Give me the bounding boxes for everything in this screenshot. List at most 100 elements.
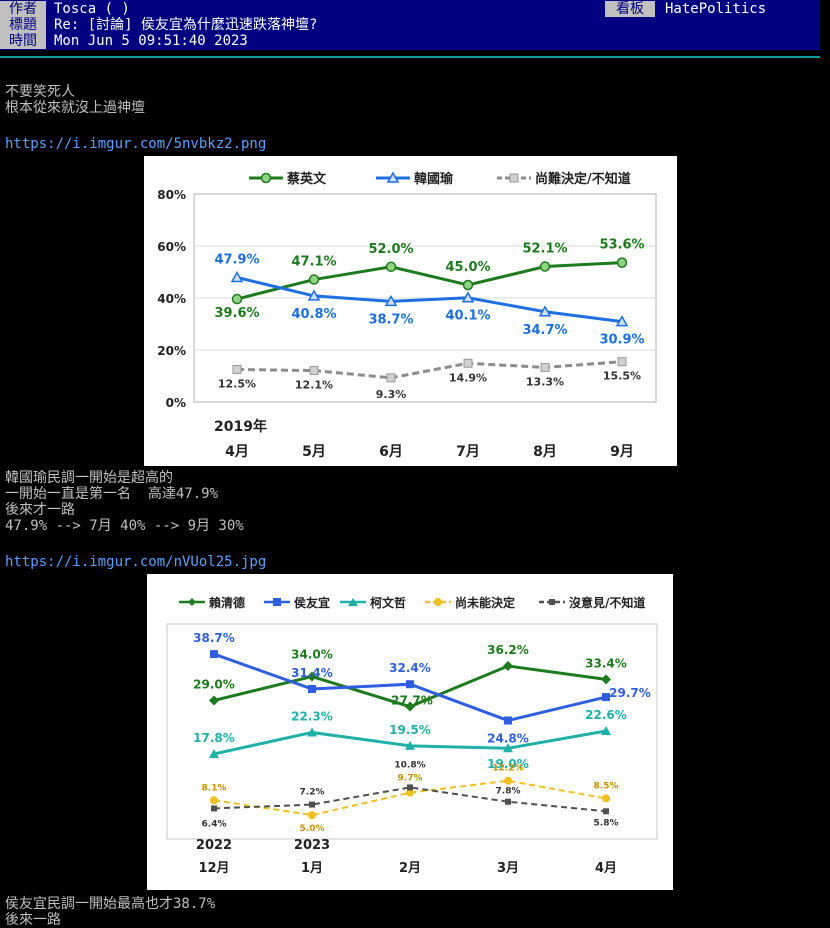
body-line: 侯友宜民調一開始最高也才38.7% xyxy=(5,896,216,912)
x-tick-label: 4月 xyxy=(595,861,617,876)
body-line: 一開始一直是第一名 高達47.9% xyxy=(5,486,219,502)
series-line xyxy=(236,261,623,301)
data-label: 17.8% xyxy=(193,731,235,745)
legend-marker xyxy=(273,598,281,606)
data-label: 30.9% xyxy=(599,333,644,348)
data-label: 14.9% xyxy=(449,371,487,384)
legend-label: 柯文哲 xyxy=(370,595,406,610)
x-tick-label: 9月 xyxy=(610,444,634,460)
data-label: 29.0% xyxy=(193,677,235,691)
author-tag: 作者 xyxy=(0,1,46,17)
data-point xyxy=(232,365,242,374)
data-label: 12.5% xyxy=(218,378,256,391)
body-line: 韓國瑜民調一開始是超高的 xyxy=(5,470,173,486)
data-label: 19.5% xyxy=(389,723,431,737)
legend-marker xyxy=(260,172,272,184)
x-tick-label: 5月 xyxy=(302,444,326,460)
header-separator xyxy=(0,56,820,58)
data-point xyxy=(209,695,219,706)
body-line: 47.9% --> 7月 40% --> 9月 30% xyxy=(5,518,244,534)
year-label: 2022 xyxy=(196,838,232,853)
post-header: 作者 Tosca ( ) 標題 Re: [討論] 侯友宜為什麼迅速跌落神壇? 時間 M… xyxy=(0,0,820,50)
legend-label: 尚未能決定 xyxy=(455,595,515,610)
series-line xyxy=(236,360,623,380)
x-tick-label: 1月 xyxy=(301,861,323,876)
data-point xyxy=(211,805,217,812)
data-label: 29.7% xyxy=(609,686,651,700)
data-point xyxy=(407,784,413,791)
chart-2-svg: 賴清德 侯友宜 柯文哲 尚未能決定 沒意見/不知道 2022 2023 12月 1月 2月 3月 4月… xyxy=(166,595,658,876)
data-label: 34.0% xyxy=(291,648,333,662)
data-point xyxy=(406,680,414,689)
y-tick-label: 40% xyxy=(157,292,186,306)
year-label: 2023 xyxy=(294,838,330,853)
data-label: 52.1% xyxy=(522,242,567,257)
board-name[interactable]: HatePolitics xyxy=(665,1,767,17)
y-tick-label: 0% xyxy=(166,396,186,410)
data-point xyxy=(617,357,627,367)
data-point xyxy=(539,261,551,272)
data-point xyxy=(503,661,513,672)
data-label: 6.4% xyxy=(202,819,227,829)
data-point xyxy=(504,716,512,725)
data-label: 12.1% xyxy=(295,379,333,392)
data-point xyxy=(307,289,321,301)
data-point xyxy=(386,373,396,383)
body-line: 不要笑死人 xyxy=(5,84,75,100)
x-tick-label: 7月 xyxy=(456,444,480,460)
data-point xyxy=(406,788,414,797)
data-label: 38.7% xyxy=(368,312,413,327)
data-label: 52.0% xyxy=(368,242,413,257)
data-label: 34.7% xyxy=(522,323,567,338)
year-label: 2019年 xyxy=(214,418,267,435)
data-label: 7.2% xyxy=(300,788,325,798)
data-label: 33.4% xyxy=(585,656,627,670)
time-tag: 時間 xyxy=(0,33,46,49)
data-point xyxy=(385,261,397,273)
data-point xyxy=(538,305,552,317)
data-point xyxy=(503,743,513,753)
x-tick-label: 6月 xyxy=(379,444,403,460)
data-label: 40.1% xyxy=(445,309,490,324)
data-label: 5.8% xyxy=(594,818,619,828)
data-label: 31.4% xyxy=(291,666,333,680)
legend-marker xyxy=(188,598,196,606)
data-label: 40.8% xyxy=(291,307,336,322)
data-label: 13.3% xyxy=(526,375,564,388)
data-point xyxy=(462,279,474,291)
data-point xyxy=(615,315,629,327)
data-point xyxy=(616,257,628,268)
y-tick-label: 80% xyxy=(157,188,186,202)
data-point xyxy=(230,270,244,283)
image-link-1[interactable]: https://i.imgur.com/5nvbkz2.png xyxy=(5,136,267,152)
data-point xyxy=(602,693,610,702)
data-point xyxy=(308,811,316,820)
data-point xyxy=(463,358,473,368)
legend-marker xyxy=(386,171,400,183)
time-line: 時間 Mon Jun 5 09:51:40 2023 xyxy=(0,33,248,49)
data-label: 8.1% xyxy=(202,783,227,793)
data-label: 38.7% xyxy=(193,631,235,645)
data-label: 15.5% xyxy=(603,370,641,383)
x-tick-label: 2月 xyxy=(399,861,421,876)
image-link-2[interactable]: https://i.imgur.com/nVUol25.jpg xyxy=(5,554,267,570)
post-title: Re: [討論] 侯友宜為什麼迅速跌落神壇? xyxy=(54,17,318,33)
legend-label: 尚難決定/不知道 xyxy=(535,171,631,187)
plot-frame xyxy=(166,623,658,840)
data-label: 47.9% xyxy=(214,252,259,267)
data-label: 32.4% xyxy=(389,661,431,675)
author[interactable]: Tosca ( ) xyxy=(54,1,130,17)
data-point xyxy=(308,274,320,285)
data-point xyxy=(308,684,316,693)
legend-marker xyxy=(348,598,358,606)
data-label: 39.6% xyxy=(214,306,259,321)
data-label: 10.8% xyxy=(394,760,425,770)
data-label: 47.1% xyxy=(291,255,336,270)
data-point xyxy=(540,362,550,372)
legend-label: 蔡英文 xyxy=(286,171,327,187)
legend-label: 賴清德 xyxy=(209,595,245,610)
data-label: 8.5% xyxy=(594,781,619,791)
data-point xyxy=(601,674,611,685)
data-point xyxy=(309,801,315,808)
data-label: 19.0% xyxy=(487,757,529,771)
